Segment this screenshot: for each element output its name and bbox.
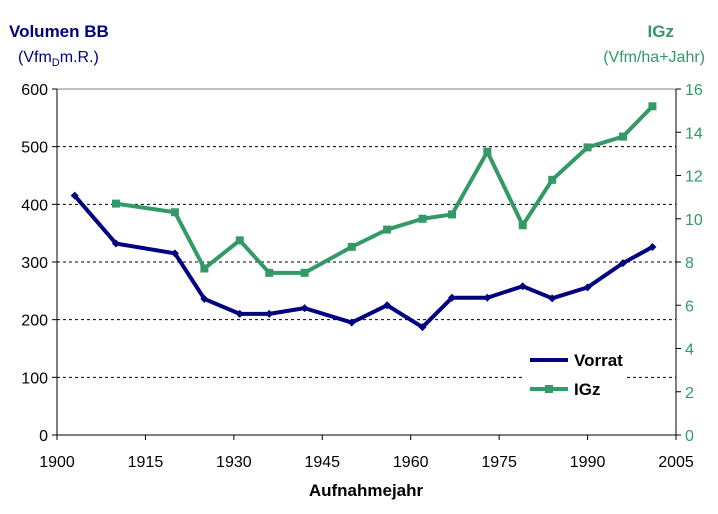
igz-data-point [447,210,456,219]
igz-data-point [300,268,309,277]
igz-data-point [170,208,179,217]
igz-data-point [618,132,627,141]
x-tick-label: 2005 [658,454,694,471]
legend-igz-marker [545,385,553,393]
left-tick-label: 500 [21,140,48,157]
igz-data-point [483,147,492,156]
right-tick-label: 16 [685,82,703,99]
igz-data-point [648,102,657,111]
right-tick-label: 12 [685,169,703,186]
right-tick-label: 4 [685,342,694,359]
legend: Vorrat IGz [522,345,627,403]
vorrat-data-point [518,282,527,291]
vorrat-data-point [548,294,557,303]
x-tick-label: 1945 [304,454,340,471]
right-tick-label: 0 [685,428,694,445]
right-axis-unit: (Vfm/ha+Jahr) [603,49,705,66]
igz-data-point [200,264,209,273]
x-tick-label: 1915 [128,454,164,471]
vorrat-data-point [70,191,79,200]
vorrat-data-point [483,293,492,302]
vorrat-data-point [648,243,657,252]
vorrat-data-point [383,301,392,310]
vorrat-data-point [235,309,244,318]
x-axis-title: Aufnahmejahr [309,481,424,500]
legend-igz-label: IGz [574,380,600,399]
vorrat-data-point [447,293,456,302]
igz-data-point [418,214,427,223]
vorrat-data-point [300,304,309,313]
x-tick-label: 1930 [216,454,252,471]
igz-data-point [583,143,592,152]
x-tick-label: 1975 [481,454,517,471]
left-axis-unit: (VfmDm.R.) [18,49,99,69]
right-tick-label: 2 [685,385,694,402]
left-tick-label: 100 [21,370,48,387]
igz-data-point [518,221,527,230]
x-tick-label: 1990 [570,454,606,471]
x-tick-label: 1900 [39,454,75,471]
right-tick-label: 10 [685,212,703,229]
vorrat-data-point [265,309,274,318]
vorrat-data-point [418,323,427,332]
igz-data-point [347,242,356,251]
vorrat-data-point [618,259,627,268]
igz-data-point [265,268,274,277]
vorrat-data-point [170,249,179,258]
igz-data-point [383,225,392,234]
right-tick-label: 8 [685,255,694,272]
vorrat-series-line [73,194,654,330]
vorrat-data-point [583,283,592,292]
right-tick-label: 14 [685,125,703,142]
vorrat-data-point [200,294,209,303]
vorrat-data-point [111,239,120,248]
left-tick-label: 0 [39,428,48,445]
left-tick-label: 400 [21,197,48,214]
left-axis-title: Volumen BB [9,22,109,41]
igz-data-point [111,199,120,208]
left-tick-label: 200 [21,313,48,330]
igz-data-point [235,236,244,245]
igz-data-point [548,175,557,184]
left-tick-label: 600 [21,82,48,99]
right-axis-title: IGz [648,22,674,41]
igz-series-line [115,104,654,275]
x-tick-label: 1960 [393,454,429,471]
left-tick-label: 300 [21,255,48,272]
legend-vorrat-label: Vorrat [574,351,623,370]
vorrat-data-point [347,318,356,327]
right-tick-label: 6 [685,298,694,315]
